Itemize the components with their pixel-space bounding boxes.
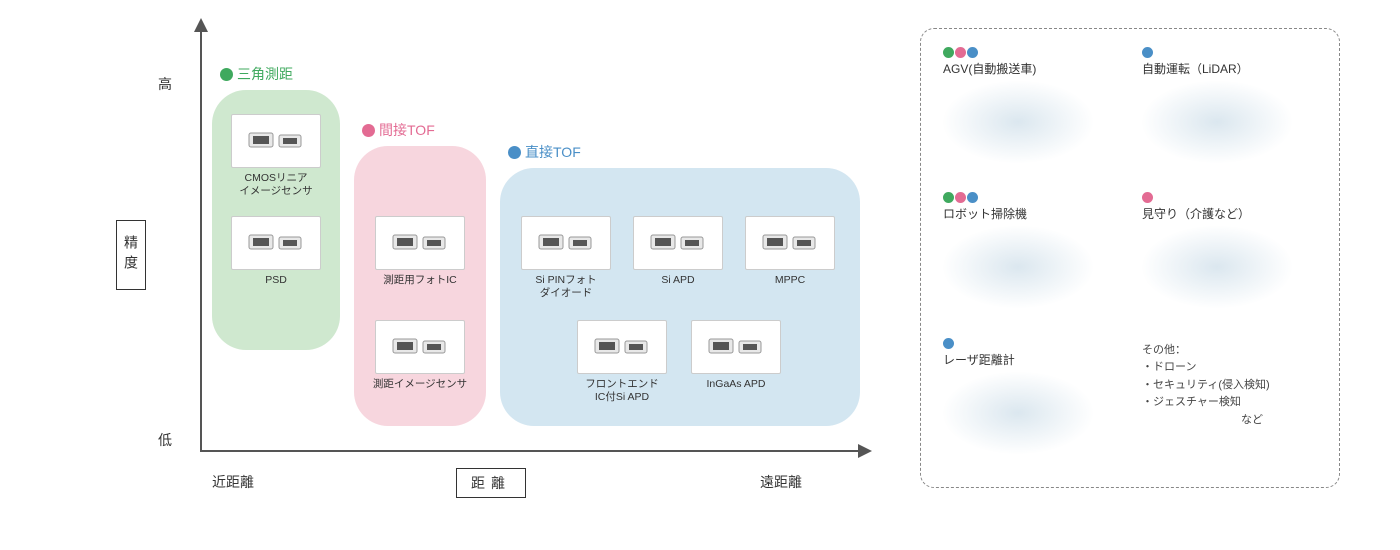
y-axis-label: 精度 <box>116 220 146 290</box>
x-axis-label: 距離 <box>456 468 526 498</box>
pink-dot-icon <box>955 192 966 203</box>
group-header-triangulation: 三角測距 <box>220 64 293 84</box>
precision-distance-chart: 高 低 精度 近距離 遠距離 距離 三角測距CMOSリニアイメージセンサPSD間… <box>140 20 870 500</box>
product-label: CMOSリニアイメージセンサ <box>228 172 324 198</box>
group-header-indirect: 間接TOF <box>362 120 435 140</box>
application-dots <box>1142 192 1317 203</box>
application-item: 自動運転（LiDAR） <box>1142 47 1317 178</box>
application-dots <box>943 47 1118 58</box>
group-title: 間接TOF <box>379 120 435 140</box>
product-thumb <box>375 216 465 270</box>
application-item: ロボット掃除機 <box>943 192 1118 323</box>
blue-dot-icon <box>943 338 954 349</box>
green-dot-icon <box>943 47 954 58</box>
pink-dot-icon <box>362 124 375 137</box>
product-label: 測距イメージセンサ <box>372 378 468 391</box>
product-label: InGaAs APD <box>688 378 784 391</box>
green-dot-icon <box>220 68 233 81</box>
applications-grid: AGV(自動搬送車) 自動運転（LiDAR） ロボット掃除機 見守り（介護など） レーザ… <box>943 47 1317 469</box>
application-image <box>943 226 1093 308</box>
group-header-direct: 直接TOF <box>508 142 581 162</box>
product-thumb <box>577 320 667 374</box>
product-label: Si PINフォトダイオード <box>518 274 614 300</box>
product-card: 測距イメージセンサ <box>372 320 468 391</box>
application-item: 見守り（介護など） <box>1142 192 1317 323</box>
product-card: InGaAs APD <box>688 320 784 391</box>
blue-dot-icon <box>967 192 978 203</box>
application-item: レーザ距離計 <box>943 338 1118 469</box>
x-near-label: 近距離 <box>212 472 254 492</box>
application-dots <box>943 192 1118 203</box>
product-card: 測距用フォトIC <box>372 216 468 287</box>
product-label: MPPC <box>742 274 838 287</box>
product-card: フロントエンドIC付Si APD <box>574 320 670 404</box>
application-title: AGV(自動搬送車) <box>943 60 1118 77</box>
blue-dot-icon <box>1142 47 1153 58</box>
application-image <box>1142 226 1292 308</box>
x-axis <box>200 450 870 452</box>
applications-panel: AGV(自動搬送車) 自動運転（LiDAR） ロボット掃除機 見守り（介護など） レーザ… <box>920 28 1340 488</box>
y-high-label: 高 <box>158 74 172 94</box>
product-card: PSD <box>228 216 324 287</box>
group-title: 直接TOF <box>525 142 581 162</box>
application-image <box>943 372 1093 454</box>
product-label: PSD <box>228 274 324 287</box>
application-image <box>1142 81 1292 163</box>
application-item: AGV(自動搬送車) <box>943 47 1118 178</box>
product-thumb <box>375 320 465 374</box>
blue-dot-icon <box>967 47 978 58</box>
group-title: 三角測距 <box>237 64 293 84</box>
product-card: Si APD <box>630 216 726 287</box>
product-card: MPPC <box>742 216 838 287</box>
y-low-label: 低 <box>158 430 172 450</box>
product-card: CMOSリニアイメージセンサ <box>228 114 324 198</box>
pink-dot-icon <box>955 47 966 58</box>
application-title: 見守り（介護など） <box>1142 205 1317 222</box>
product-label: フロントエンドIC付Si APD <box>574 378 670 404</box>
product-label: 測距用フォトIC <box>372 274 468 287</box>
application-dots <box>1142 47 1317 58</box>
pink-dot-icon <box>1142 192 1153 203</box>
product-card: Si PINフォトダイオード <box>518 216 614 300</box>
application-item: その他：・ドローン・セキュリティ(侵入検知)・ジェスチャー検知 など <box>1142 338 1317 469</box>
product-label: Si APD <box>630 274 726 287</box>
application-image <box>943 81 1093 163</box>
application-title: 自動運転（LiDAR） <box>1142 60 1317 77</box>
application-other-text: その他：・ドローン・セキュリティ(侵入検知)・ジェスチャー検知 など <box>1142 338 1317 430</box>
product-thumb <box>745 216 835 270</box>
application-title: ロボット掃除機 <box>943 205 1118 222</box>
product-thumb <box>633 216 723 270</box>
product-thumb <box>521 216 611 270</box>
product-thumb <box>231 114 321 168</box>
x-far-label: 遠距離 <box>760 472 802 492</box>
application-title: レーザ距離計 <box>943 351 1118 368</box>
application-dots <box>943 338 1118 349</box>
blue-dot-icon <box>508 146 521 159</box>
product-thumb <box>231 216 321 270</box>
y-axis <box>200 20 202 450</box>
product-thumb <box>691 320 781 374</box>
green-dot-icon <box>943 192 954 203</box>
